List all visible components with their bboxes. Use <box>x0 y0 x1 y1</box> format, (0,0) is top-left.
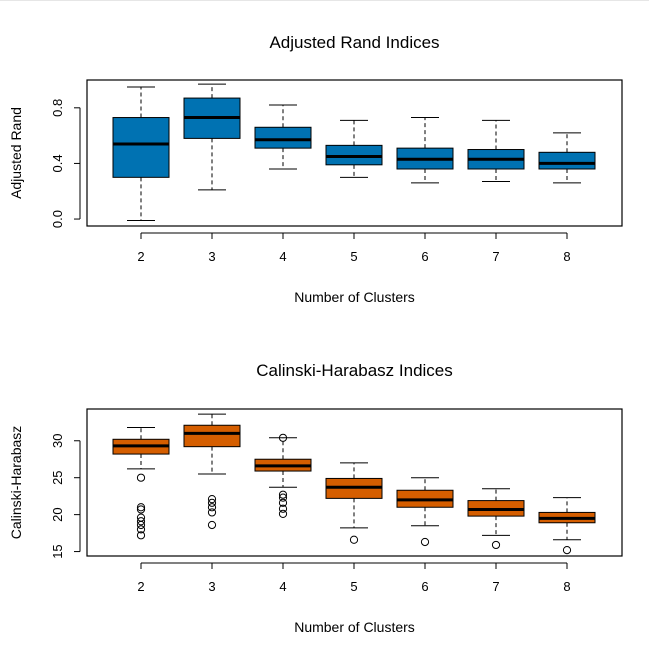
outlier-point <box>207 498 217 507</box>
box-5 <box>325 119 383 178</box>
y-tick-label: 20 <box>50 507 65 521</box>
calinski-harabasz-panel: Calinski-Harabasz Indices15202530Calinsk… <box>8 361 623 635</box>
outlier-point <box>136 520 146 530</box>
x-tick-label: 5 <box>350 579 357 594</box>
outlier-point <box>136 473 146 482</box>
outlier-point <box>136 503 146 512</box>
box-3 <box>183 413 241 530</box>
box-3 <box>183 83 241 191</box>
outlier-point <box>278 493 288 502</box>
plot-frame <box>86 408 623 557</box>
x-tick-label: 5 <box>350 249 357 264</box>
x-tick-label: 3 <box>208 249 215 264</box>
y-tick-label: 0.4 <box>50 154 65 172</box>
outlier-point <box>278 490 288 499</box>
outlier-point <box>420 537 430 547</box>
box-2 <box>112 86 170 221</box>
outlier-point <box>136 517 146 526</box>
x-tick-label: 4 <box>279 579 286 594</box>
x-tick-label: 3 <box>208 579 215 594</box>
x-tick-label: 7 <box>492 249 499 264</box>
y-axis-label: Calinski-Harabasz <box>8 426 24 540</box>
x-tick-label: 8 <box>563 249 570 264</box>
box-7 <box>467 488 525 550</box>
outlier-point <box>278 433 288 442</box>
outlier-point <box>207 520 217 530</box>
outlier-point <box>136 531 146 540</box>
box-2 <box>112 426 170 540</box>
x-tick-label: 7 <box>492 579 499 594</box>
box-iqr <box>183 424 241 448</box>
outlier-point <box>562 545 572 555</box>
y-tick-label: 30 <box>50 434 65 448</box>
box-6 <box>396 477 454 547</box>
x-tick-label: 2 <box>137 579 144 594</box>
outlier-point <box>278 498 288 507</box>
outlier-point <box>349 535 359 544</box>
adjusted-rand-panel: Adjusted Rand Indices 0.0 0.4 0.8 Adjusted R… <box>8 33 623 305</box>
top-divider <box>0 0 649 1</box>
x-axis-label: Number of Clusters <box>294 289 415 305</box>
y-tick-label: 0.8 <box>50 99 65 117</box>
x-tick-label: 8 <box>563 579 570 594</box>
outlier-point <box>136 525 146 534</box>
outlier-point <box>491 540 501 550</box>
x-axis-label: Number of Clusters <box>294 619 415 635</box>
box-iqr <box>538 151 596 170</box>
chart-title: Adjusted Rand Indices <box>269 33 439 52</box>
x-tick-label: 4 <box>279 249 286 264</box>
y-tick-label: 25 <box>50 470 65 484</box>
x-tick-label: 2 <box>137 249 144 264</box>
box-8 <box>538 132 596 184</box>
box-iqr <box>112 117 170 178</box>
x-tick-label: 6 <box>421 579 428 594</box>
box-7 <box>467 119 525 183</box>
outlier-point <box>278 509 288 518</box>
box-8 <box>538 497 596 555</box>
plot-frame <box>86 79 623 227</box>
box-4 <box>254 104 312 170</box>
outlier-point <box>278 504 288 513</box>
x-tick-label: 6 <box>421 249 428 264</box>
box-6 <box>396 117 454 184</box>
outlier-point <box>207 495 217 504</box>
y-axis-label: Adjusted Rand <box>8 107 24 199</box>
outlier-point <box>136 505 146 514</box>
box-iqr <box>254 126 312 149</box>
outlier-point <box>207 503 217 512</box>
outlier-point <box>207 508 217 517</box>
box-5 <box>325 462 383 544</box>
y-tick-label: 15 <box>50 544 65 558</box>
box-4 <box>254 433 312 518</box>
y-tick-label: 0.0 <box>50 210 65 228</box>
chart-title: Calinski-Harabasz Indices <box>256 361 453 380</box>
